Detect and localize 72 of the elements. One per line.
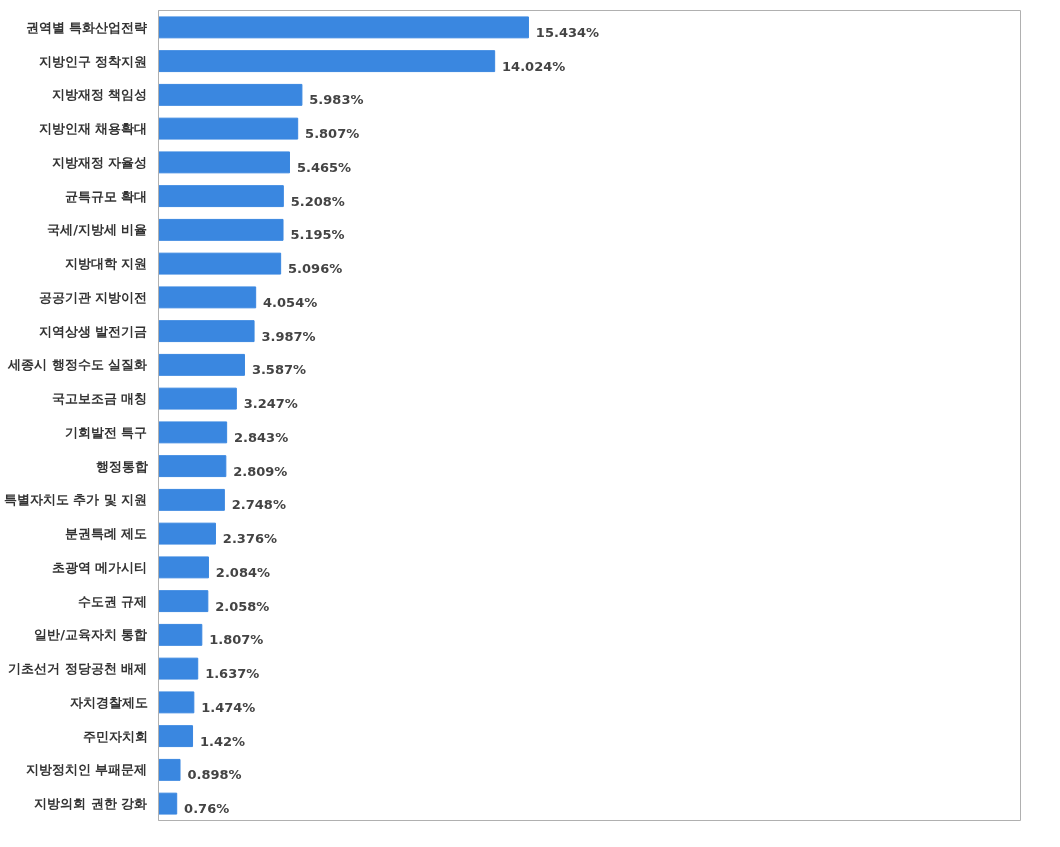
data-label: 3.987% [261,328,316,344]
data-label: 2.376% [222,531,278,547]
bar [158,488,225,511]
bar [158,421,228,444]
y-tick-label: 균특규모 확대 [64,188,148,204]
y-tick-label: 국고보조금 매칭 [51,391,148,407]
y-tick-label: 세종시 행정수도 실질화 [7,357,148,373]
bar [158,758,181,781]
data-label: 3.587% [251,362,307,378]
bar [158,522,216,545]
data-label: 5.195% [290,227,345,243]
y-tick-label: 기초선거 정당공천 배제 [8,661,148,677]
bar [158,320,255,343]
bar [158,353,245,376]
y-tick-label: 수도권 규제 [77,593,148,609]
data-label: 5.208% [290,193,345,209]
data-label: 2.843% [234,429,289,445]
bar [158,455,227,478]
data-label: 2.809% [233,463,288,479]
bar [158,83,303,106]
bar [158,16,529,39]
data-label: 2.084% [215,564,271,580]
data-label: 15.434% [535,24,600,40]
y-tick-label: 특별자치도 추가 및 지원 [3,492,148,508]
bar [158,691,195,714]
y-tick-label: 국세/지방세 비율 [47,222,148,238]
bar [158,50,496,73]
y-tick-label: 지방인재 채용확대 [38,121,148,137]
bar [158,286,257,309]
y-tick-label: 주민자치회 [82,728,148,744]
y-tick-label: 지방대학 지원 [64,256,148,272]
data-label: 0.898% [187,767,242,783]
data-label: 0.76% [184,801,230,817]
bar [158,151,290,174]
bar [158,657,199,680]
bar [158,117,299,140]
data-label: 1.637% [205,666,260,682]
y-tick-label: 분권특례 제도 [64,526,148,542]
bar [158,556,209,579]
y-tick-label: 지방재정 책임성 [51,87,148,103]
data-label: 1.807% [209,632,264,648]
y-tick-label: 자치경찰제도 [69,694,148,710]
y-tick-label: 지방재정 자율성 [51,154,148,170]
bar [158,792,178,815]
data-label: 4.054% [263,294,318,310]
y-tick-label: 지방정치인 부패문제 [25,762,148,778]
data-label: 2.058% [215,598,270,614]
y-tick-label: 행정통합 [95,458,148,474]
data-label: 5.983% [309,92,364,108]
bar [158,252,282,275]
data-label: 3.247% [243,396,298,412]
y-tick-label: 일반/교육자치 통합 [34,627,148,643]
bar [158,218,284,241]
data-label: 5.807% [305,126,360,142]
bar [158,725,194,748]
y-tick-label: 권역별 특화산업전략 [25,19,148,35]
y-tick-label: 지역상생 발전기금 [38,323,148,339]
bar [158,387,237,410]
data-label: 5.096% [288,261,343,277]
bar [158,623,203,646]
y-tick-label: 지방의회 권한 강화 [34,796,148,812]
y-tick-label: 지방인구 정착지원 [38,53,148,69]
y-tick-label: 기회발전 특구 [64,424,148,440]
y-tick-label: 공공기관 지방이전 [38,289,148,305]
data-label: 5.465% [296,159,352,175]
data-label: 14.024% [502,58,566,74]
bar [158,590,209,613]
bar [158,185,284,208]
data-label: 1.474% [201,699,256,715]
data-label: 2.748% [231,497,286,513]
data-label: 1.42% [199,733,246,749]
y-tick-label: 초광역 메가시티 [51,559,148,575]
